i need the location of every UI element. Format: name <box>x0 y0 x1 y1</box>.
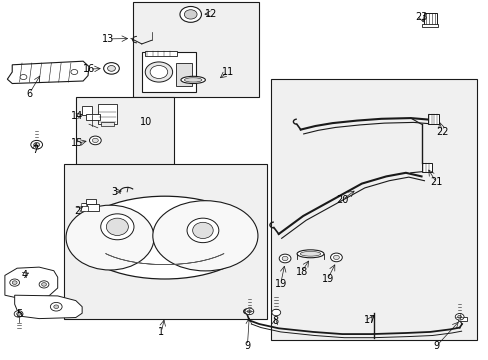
Bar <box>81 206 87 211</box>
Circle shape <box>184 10 197 19</box>
Text: 11: 11 <box>221 67 234 77</box>
Text: 6: 6 <box>26 89 32 99</box>
Circle shape <box>34 143 40 147</box>
Bar <box>424 13 436 25</box>
Polygon shape <box>5 267 58 298</box>
Text: 20: 20 <box>335 195 348 205</box>
Circle shape <box>20 75 27 80</box>
Text: 16: 16 <box>83 64 96 74</box>
Text: 21: 21 <box>429 177 442 187</box>
Bar <box>176 63 191 86</box>
Text: 17: 17 <box>363 315 375 325</box>
Text: 8: 8 <box>272 316 278 326</box>
Circle shape <box>330 253 342 262</box>
Text: 12: 12 <box>204 9 217 19</box>
Bar <box>98 104 117 124</box>
Ellipse shape <box>77 196 252 279</box>
Circle shape <box>150 66 167 78</box>
Bar <box>86 204 99 211</box>
Circle shape <box>247 310 251 313</box>
Circle shape <box>12 281 17 284</box>
Text: 19: 19 <box>274 279 286 289</box>
Bar <box>76 97 173 167</box>
Text: 7: 7 <box>32 145 38 156</box>
Ellipse shape <box>101 214 134 240</box>
Text: 9: 9 <box>244 341 250 351</box>
Bar <box>421 163 431 172</box>
Bar <box>101 122 114 126</box>
Ellipse shape <box>184 78 202 82</box>
Circle shape <box>92 138 98 143</box>
Bar <box>142 52 195 92</box>
Circle shape <box>282 256 287 261</box>
Text: 13: 13 <box>102 34 115 44</box>
Ellipse shape <box>300 251 320 256</box>
Bar <box>82 106 92 115</box>
Ellipse shape <box>106 218 128 235</box>
Circle shape <box>279 254 290 263</box>
Circle shape <box>71 69 78 75</box>
Circle shape <box>145 62 172 82</box>
Bar <box>271 79 476 340</box>
Ellipse shape <box>66 205 154 270</box>
Ellipse shape <box>181 76 205 84</box>
Text: 5: 5 <box>17 309 22 319</box>
Circle shape <box>10 279 20 286</box>
Bar <box>63 164 266 319</box>
Ellipse shape <box>297 250 323 258</box>
Circle shape <box>31 140 42 149</box>
Bar <box>81 203 85 206</box>
Circle shape <box>14 311 23 317</box>
Circle shape <box>271 309 280 316</box>
Text: 10: 10 <box>139 117 152 127</box>
Circle shape <box>107 66 115 71</box>
Text: 1: 1 <box>158 327 164 337</box>
Ellipse shape <box>186 218 219 243</box>
Circle shape <box>454 314 463 320</box>
Bar <box>144 51 176 56</box>
Bar <box>85 114 100 120</box>
Text: 3: 3 <box>111 186 117 197</box>
Circle shape <box>50 302 62 311</box>
Text: 22: 22 <box>435 127 448 137</box>
Text: 2: 2 <box>74 206 80 216</box>
Circle shape <box>17 312 20 315</box>
Polygon shape <box>15 295 82 319</box>
Polygon shape <box>7 61 89 84</box>
Circle shape <box>457 315 461 318</box>
Circle shape <box>180 6 201 22</box>
Text: 15: 15 <box>71 138 83 148</box>
Ellipse shape <box>192 222 213 238</box>
Text: 18: 18 <box>295 267 307 277</box>
Circle shape <box>244 308 253 315</box>
Circle shape <box>103 63 119 74</box>
Text: 4: 4 <box>21 270 27 280</box>
Circle shape <box>39 281 49 288</box>
Text: 9: 9 <box>432 341 438 351</box>
Bar <box>133 2 259 97</box>
Text: 19: 19 <box>321 274 333 284</box>
Circle shape <box>89 136 101 145</box>
Ellipse shape <box>152 201 258 271</box>
Circle shape <box>54 305 59 309</box>
Bar <box>85 199 96 204</box>
Bar <box>422 24 437 27</box>
Text: 23: 23 <box>414 12 427 22</box>
Circle shape <box>333 255 339 260</box>
Circle shape <box>41 283 46 286</box>
Bar <box>427 114 438 124</box>
Text: 14: 14 <box>71 111 83 121</box>
Bar <box>457 317 466 321</box>
